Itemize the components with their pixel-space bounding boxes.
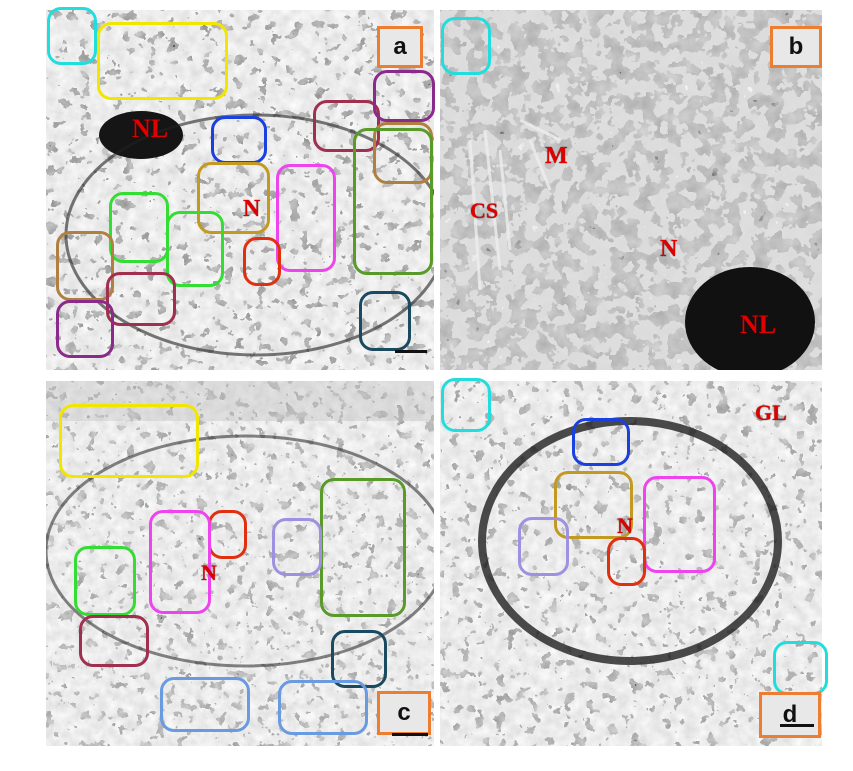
region-maroon-a2 [106,272,176,326]
region-tan-a [197,162,270,234]
label-nl-a: NL [132,114,169,143]
panel-letter-a: a [377,26,423,68]
region-purple-a2 [56,300,114,358]
region-lightblue-c2 [278,680,368,735]
micrograph-texture-d [440,381,822,746]
region-tan-d [554,471,633,539]
region-blue-a [211,116,267,164]
region-yellow-c [59,404,199,478]
region-brown-a2 [56,231,114,301]
region-teal-a [359,291,411,351]
region-yellow-a [97,22,228,100]
region-green-a1 [109,192,169,263]
region-purple-a1 [373,70,435,122]
region-olive-a [353,128,433,275]
region-cyan-a [47,7,97,65]
label-n-b: N [660,236,678,262]
region-red-c [208,510,247,559]
region-cyan-b [441,17,491,75]
region-green-c [74,546,136,616]
panel-letter-c: c [377,691,431,735]
label-cs-b: CS [470,198,499,223]
region-olive-c [320,478,406,617]
region-green-a2 [166,211,224,287]
region-magenta-a [276,164,336,272]
region-lightblue-c1 [160,677,250,732]
label-nl-b: NL [740,310,777,339]
micrograph-texture-b [440,10,822,370]
region-red-d [607,537,646,586]
micrograph-panel-b [440,10,822,370]
scale-bar-c [392,733,428,736]
region-magenta-d [643,476,716,573]
label-n-a: N [243,196,261,222]
panel-letter-b: b [770,26,822,68]
region-lavender-c [272,518,322,576]
label-gl-d: GL [755,400,787,425]
scale-bar-a [395,350,427,353]
region-magenta-c [149,510,211,614]
region-maroon-c [79,615,149,667]
region-blue-d [572,418,630,466]
region-cyan-d1 [441,378,491,432]
region-cyan-d2 [773,641,828,695]
label-n-c: N [201,560,217,585]
region-red-a [243,237,281,286]
panel-letter-d: d [759,692,821,738]
micrograph-panel-d [440,381,822,746]
region-lavender-d [518,517,569,576]
scale-bar-d [780,724,814,727]
label-n-d: N [617,513,633,538]
label-m-b: M [545,143,568,169]
